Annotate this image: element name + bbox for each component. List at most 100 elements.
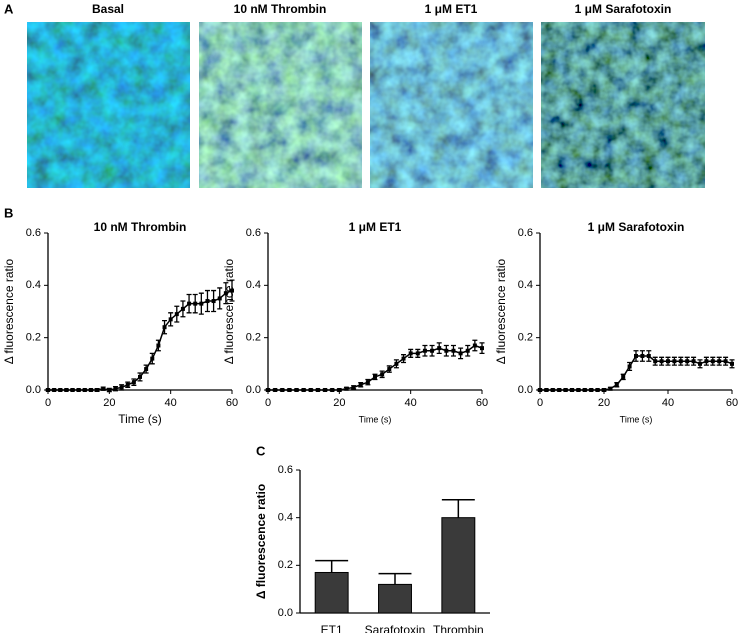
error-bar: [378, 572, 412, 585]
data-point: [138, 374, 142, 379]
data-point: [199, 301, 204, 306]
data-point: [131, 380, 136, 385]
error-bar: [315, 559, 349, 573]
data-point: [576, 388, 581, 392]
data-point: [430, 348, 435, 353]
x-tick-label: 40: [405, 397, 417, 409]
data-point: [659, 359, 664, 364]
data-point: [301, 388, 306, 392]
data-point: [672, 359, 677, 364]
x-tick-label: 0: [45, 397, 51, 409]
data-point: [415, 351, 420, 356]
micrograph: [369, 21, 534, 189]
data-point: [691, 359, 696, 364]
data-point: [280, 388, 285, 392]
y-tick-label: 0.4: [518, 279, 533, 291]
x-tick-label: 60: [726, 397, 738, 409]
data-point: [266, 388, 270, 392]
data-point: [294, 388, 299, 392]
data-point: [570, 388, 574, 392]
x-tick-label: 0: [265, 397, 271, 409]
error-bar: [441, 499, 475, 518]
y-tick-label: 0.2: [278, 559, 293, 571]
data-point: [723, 359, 728, 364]
y-tick-label: 0.0: [246, 384, 261, 396]
bar: [378, 583, 412, 614]
data-point: [608, 386, 613, 391]
data-point: [174, 312, 179, 317]
data-point: [351, 385, 356, 390]
data-point: [46, 388, 50, 392]
data-point: [472, 343, 477, 348]
image-title: Basal: [92, 2, 124, 16]
y-tick-label: 0.2: [518, 332, 533, 344]
data-point: [64, 388, 69, 392]
data-point: [653, 359, 658, 364]
data-point: [82, 388, 87, 392]
data-point: [394, 361, 399, 366]
micrographs: Basal 10 nM Thrombin 1 μM ET1 1 μM Saraf…: [26, 2, 706, 189]
data-point: [646, 353, 651, 358]
data-point: [168, 317, 173, 322]
data-point: [458, 351, 463, 356]
y-axis-label: Δ fluorescence ratio: [254, 484, 268, 599]
x-tick-label: 60: [476, 397, 488, 409]
data-point: [627, 364, 632, 369]
data-point: [95, 388, 100, 392]
data-point: [273, 388, 278, 392]
data-point: [698, 361, 702, 366]
data-point: [640, 353, 645, 358]
data-point: [550, 388, 555, 392]
data-point: [544, 388, 549, 392]
data-point: [113, 386, 118, 391]
data-point: [365, 380, 370, 385]
data-point: [119, 385, 124, 390]
data-point: [125, 382, 130, 387]
data-point: [480, 346, 484, 351]
data-point: [230, 288, 234, 293]
x-tick-label: 60: [226, 397, 238, 409]
data-point: [717, 359, 722, 364]
chart-title: 10 nM Thrombin: [94, 220, 187, 234]
image-title: 10 nM Thrombin: [234, 2, 327, 16]
y-tick-label: 0.2: [26, 332, 41, 344]
x-tick-label: 20: [103, 397, 115, 409]
y-axis-label: Δ fluorescence ratio: [2, 258, 16, 364]
data-point: [589, 388, 594, 392]
data-point: [344, 386, 349, 391]
bar: [441, 517, 476, 614]
data-point: [323, 388, 328, 392]
y-tick-label: 0.4: [246, 279, 261, 291]
y-tick-label: 0.6: [518, 227, 533, 239]
y-tick-label: 0.6: [26, 227, 41, 239]
data-point: [614, 382, 619, 387]
data-point: [315, 388, 320, 392]
panel-label: A: [4, 1, 14, 16]
data-point: [408, 351, 413, 356]
data-point: [52, 388, 57, 392]
data-point: [156, 343, 161, 348]
data-point: [162, 325, 167, 330]
data-point: [678, 359, 683, 364]
y-tick-label: 0.0: [518, 384, 533, 396]
data-point: [193, 301, 198, 306]
micrograph: [26, 21, 191, 189]
data-point: [730, 361, 734, 366]
x-tick-label: 20: [598, 397, 610, 409]
data-point: [70, 388, 75, 392]
y-tick-label: 0.4: [26, 279, 41, 291]
data-point: [582, 388, 587, 392]
data-point: [704, 359, 709, 364]
y-axis-label: Δ fluorescence ratio: [494, 258, 508, 364]
x-tick-label: 40: [165, 397, 177, 409]
x-tick-label: 20: [333, 397, 345, 409]
data-point: [144, 367, 149, 372]
data-line: [268, 344, 483, 391]
x-axis-label: Time (s): [118, 412, 162, 426]
data-point: [685, 359, 690, 364]
y-tick-label: 0.4: [278, 512, 293, 524]
data-point: [595, 388, 600, 392]
data-point: [422, 348, 427, 353]
x-tick-label: Sarafotoxin: [365, 623, 426, 633]
y-tick-label: 0.6: [278, 464, 293, 476]
